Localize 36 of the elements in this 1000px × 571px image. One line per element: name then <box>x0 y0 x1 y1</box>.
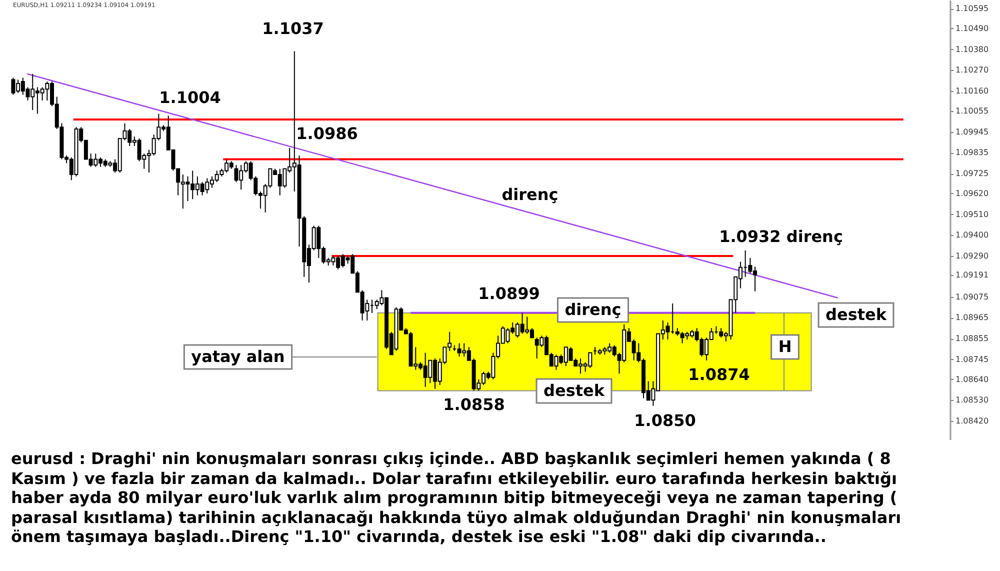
annotation: 1.0858 <box>443 395 505 414</box>
annotation: 1.0850 <box>634 411 696 430</box>
annotation: destek <box>826 305 887 324</box>
y-tick-label: 1.08640 <box>956 374 989 384</box>
y-tick-label: 1.09620 <box>956 188 989 198</box>
y-tick-label: 1.09400 <box>956 230 989 240</box>
annotation: 1.0874 <box>688 365 750 384</box>
band-label: yatay alan <box>191 347 285 366</box>
annotation: H <box>778 337 792 356</box>
annotation: direnç <box>502 185 558 204</box>
y-tick-label: 1.09290 <box>956 252 989 261</box>
annotation: 1.0986 <box>296 124 358 143</box>
y-tick-label: 1.09191 <box>956 270 989 280</box>
y-tick-label: 1.08855 <box>956 334 989 344</box>
y-tick-label: 1.08745 <box>956 354 989 364</box>
annotation: 1.1004 <box>159 88 221 107</box>
y-tick-label: 1.08420 <box>956 416 989 426</box>
y-tick-label: 1.10380 <box>956 44 989 54</box>
y-tick-label: 1.08530 <box>956 396 989 405</box>
y-tick-label: 1.09835 <box>956 148 989 158</box>
text: eurusd : Draghi' nin konuşmaları sonrası çıkış içinde.. ABD başkanlık seçimleri hemen yakında ( 8 Kasım ) ve fazla bir zaman da kalmadı.. Dolar tarafını etkileyebilir. euro tarafında herkesin baktığı haber ayda 80 milyar euro'luk varlık alım programının bitip bitmeyeceği veya ne zaman tapering ( parasal kısıtlama) tarihinin açıklanacağı hakkında tüyo almak olduğundan Draghi' nin konuşmaları önem taşımaya başladı..Direnç "1.10" civarında, destek ise eski "1.08" daki dip civarında.. <box>11 449 902 547</box>
annotation: destek <box>544 381 605 400</box>
y-tick-label: 1.10270 <box>956 66 989 75</box>
y-tick-label: 1.09510 <box>956 210 989 219</box>
y-tick-label: 1.10490 <box>956 24 989 33</box>
y-tick-label: 1.09945 <box>956 127 989 136</box>
y-tick-label: 1.10160 <box>956 86 989 96</box>
y-tick-label: 1.10595 <box>956 4 989 14</box>
annotation: direnç <box>564 300 622 319</box>
y-tick-label: 1.09725 <box>956 169 989 178</box>
annotation: 1.0899 <box>478 284 540 303</box>
annotation: 1.0932 direnç <box>719 227 843 246</box>
annotation: 1.1037 <box>262 19 324 38</box>
y-tick-label: 1.09075 <box>956 292 989 302</box>
y-tick-label: 1.08965 <box>956 313 989 322</box>
y-tick-label: 1.10055 <box>956 106 989 116</box>
